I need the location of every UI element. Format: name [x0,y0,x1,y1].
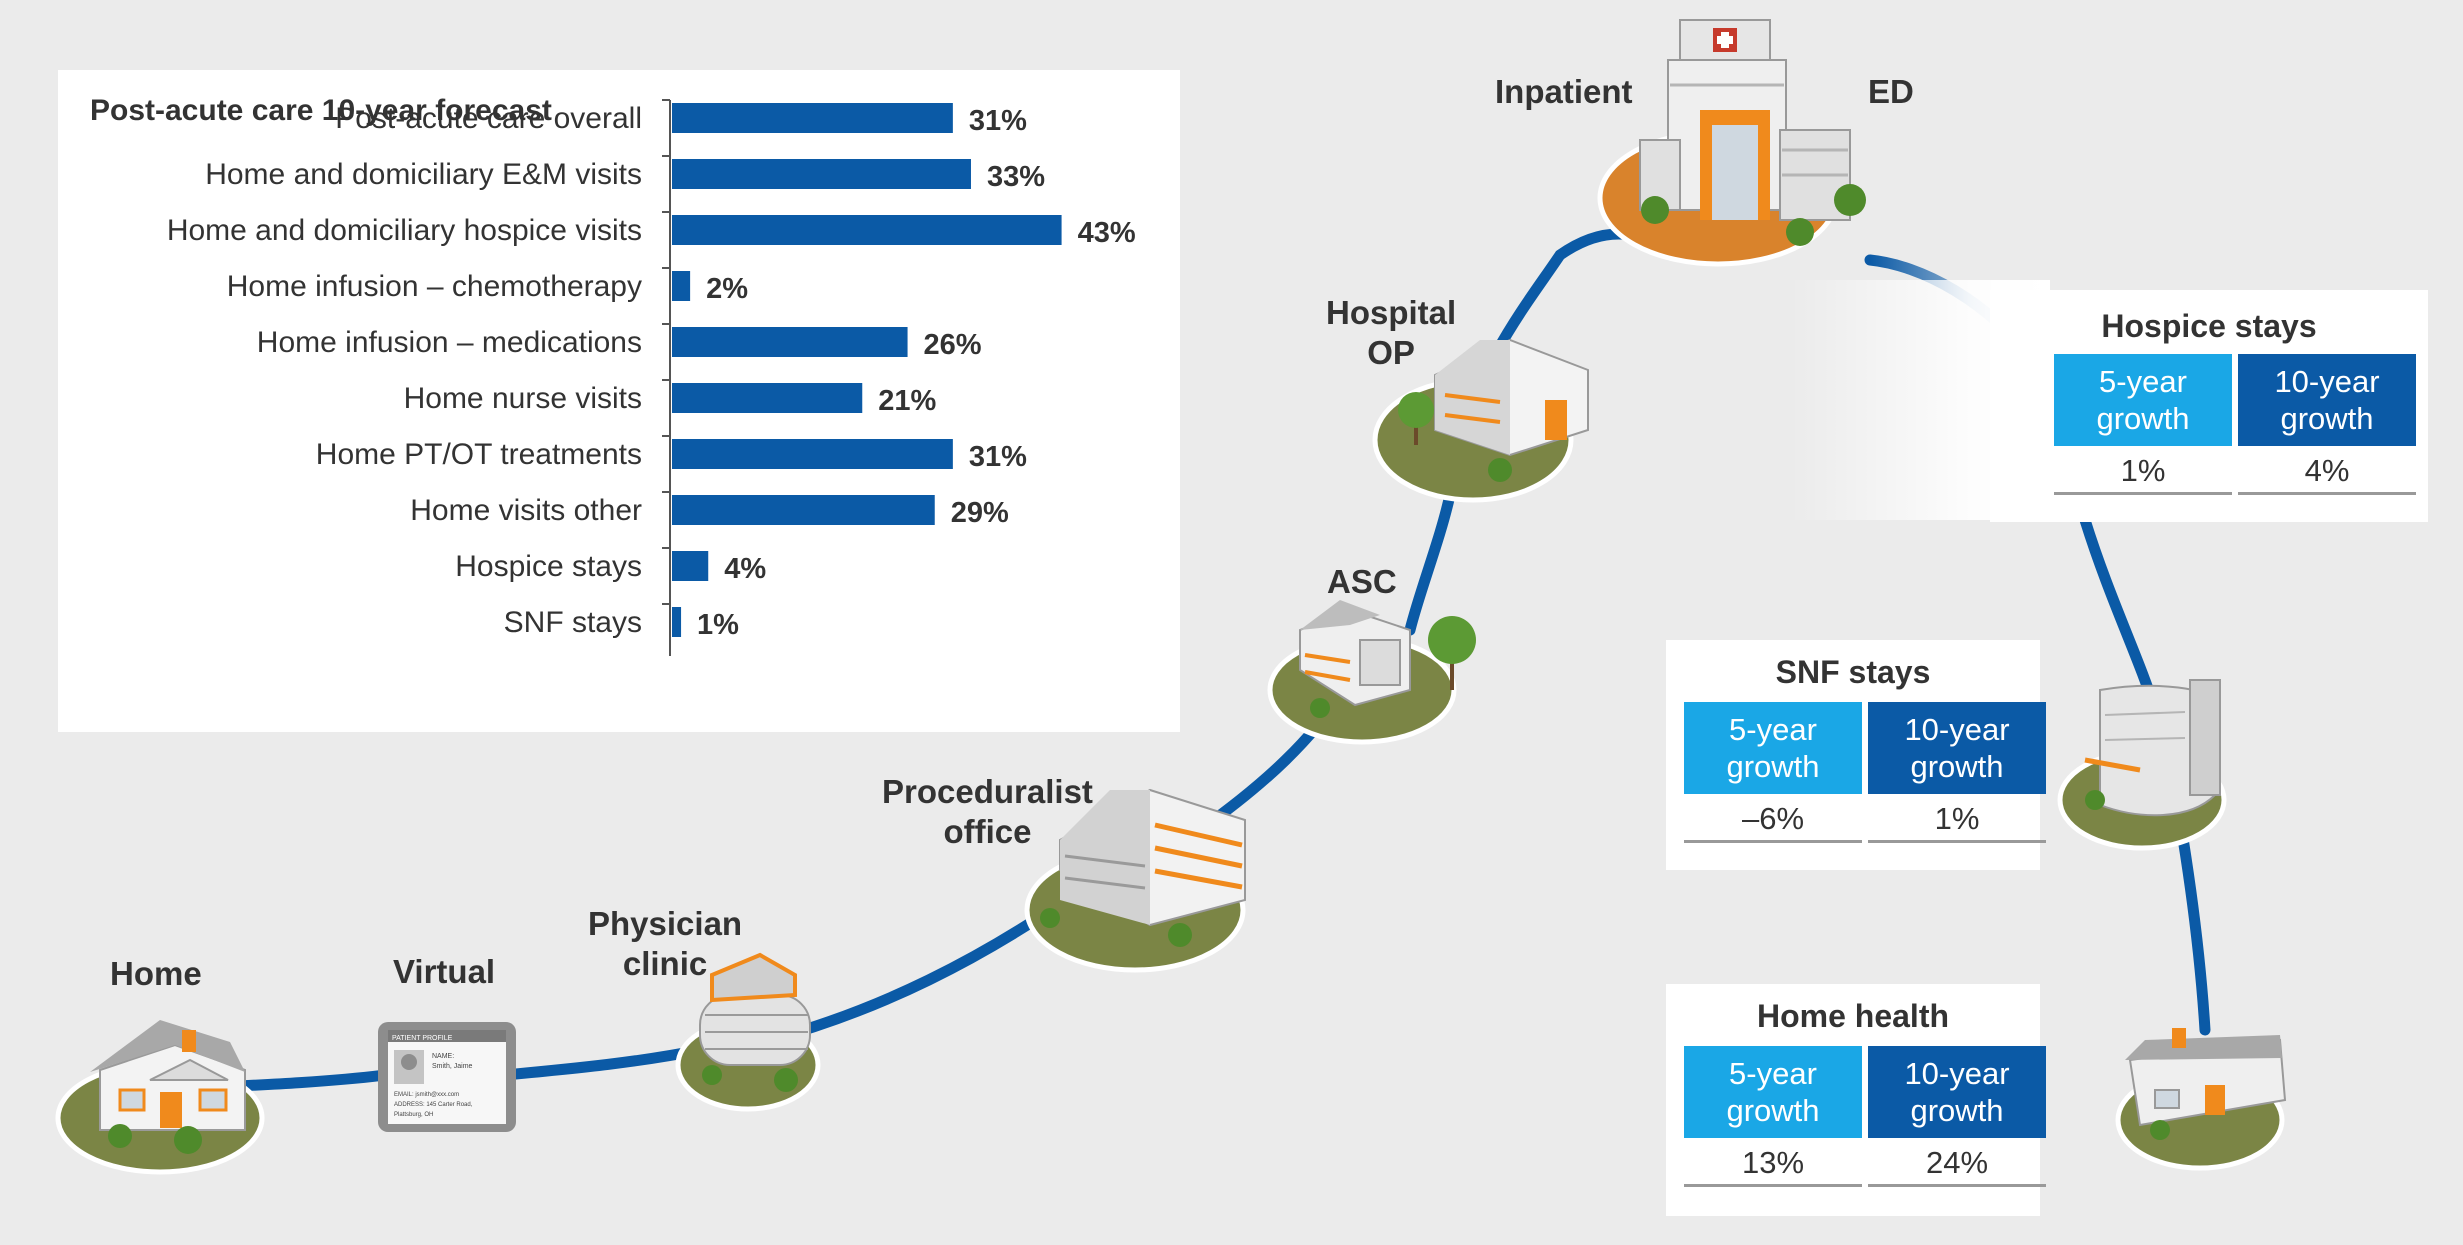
home-health-house-icon [2125,1028,2287,1140]
data-label: 43% [1078,217,1136,249]
tablet-address: ADDRESS: 145 Carter Road, [394,1102,473,1108]
bar [672,215,1062,245]
hospital-icon [1639,19,1866,246]
data-label: 26% [924,329,982,361]
hospital-op-site [1372,338,1589,503]
bar [672,607,682,637]
office-building-icon [1040,788,1246,947]
asc-building-icon [1299,600,1476,718]
proceduralist-office-site [1024,788,1246,973]
category-label: Home infusion – medications [257,326,642,359]
data-label: 29% [951,497,1009,529]
site-label-physician-clinic: Physician clinic [588,905,743,982]
tablet-city: Plattsburg, OH [394,1112,433,1118]
tablet-header: PATIENT PROFILE [392,1035,453,1042]
site-label-home: Home [110,955,202,992]
bar [672,103,953,133]
category-label: SNF stays [504,606,642,639]
forecast-bar-chart: Post-acute care overall 31% Home and domic… [167,99,1136,656]
category-label: Post-acute care overall [335,102,642,135]
ten-year-growth-header: 10-year growth [1868,702,2046,794]
category-label: Home and domiciliary hospice visits [167,214,642,247]
data-label: 4% [724,553,766,585]
tablet-name-label: NAME: [432,1053,454,1060]
home-health-site [2115,1028,2287,1171]
forecast-chart-panel: Post-acute care 10-year forecast Post-ac… [58,70,1180,732]
five-year-growth-header: 5-year growth [1684,702,1862,794]
snf-building-icon [2084,679,2221,817]
stat-card-title: SNF stays [1775,654,1931,690]
stat-card-home-health: Home health 5-year growth 10-year growth… [1666,984,2046,1216]
stat-card-snf-stays: SNF stays 5-year growth 10-year growth –… [1666,640,2046,870]
snf-site [2057,679,2227,851]
data-label: 21% [878,385,936,417]
chart-title: Post-acute care 10-year forecast [90,94,552,127]
ten-year-growth-header: 10-year growth [2238,354,2416,446]
ten-year-growth-value: 1% [1868,800,2046,843]
stat-card-title: Home health [1756,998,1950,1034]
bar [672,551,709,581]
bar [672,439,953,469]
bar [672,383,863,413]
tablet-email: EMAIL: jsmith@xxx.com [394,1092,459,1098]
data-label: 2% [706,273,748,305]
site-label-proceduralist-office: Proceduralist office [882,773,1093,850]
five-year-growth-header: 5-year growth [1684,1046,1862,1138]
category-label: Home nurse visits [404,382,642,415]
stat-card-title: Hospice stays [2101,308,2317,344]
data-label: 33% [987,161,1045,193]
five-year-growth-value: –6% [1684,800,1862,843]
bar [672,327,908,357]
site-label-ed: ED [1868,73,1914,110]
five-year-growth-value: 13% [1684,1144,1862,1187]
ten-year-growth-value: 4% [2238,452,2416,495]
bar [672,159,971,189]
inpatient-ed-site [1597,19,1866,267]
asc-site [1267,600,1476,745]
data-label: 1% [697,609,739,641]
site-label-inpatient: Inpatient [1495,73,1633,110]
tablet-name-value: Smith, Jaime [432,1063,473,1070]
five-year-growth-value: 1% [2054,452,2232,495]
category-label: Hospice stays [455,550,642,583]
data-label: 31% [969,441,1027,473]
house-icon [90,1020,246,1154]
hospital-op-building-icon [1398,338,1589,482]
data-label: 31% [969,105,1027,137]
category-label: Home visits other [410,494,642,527]
tablet-profile-icon: PATIENT PROFILE NAME: Smith, Jaime EMAIL… [378,1022,516,1132]
five-year-growth-header: 5-year growth [2054,354,2232,446]
category-label: Home PT/OT treatments [316,438,642,471]
bar [672,495,935,525]
home-site [55,1020,265,1175]
site-label-asc: ASC [1327,563,1397,600]
ten-year-growth-value: 24% [1868,1144,2046,1187]
site-label-hospital-op: Hospital OP [1326,294,1457,371]
physician-clinic-site [675,952,821,1112]
ten-year-growth-header: 10-year growth [1868,1046,2046,1138]
bar [672,271,691,301]
clinic-building-icon [699,952,811,1092]
stat-card-hospice-stays: Hospice stays 5-year growth 10-year grow… [1990,290,2428,522]
category-label: Home and domiciliary E&M visits [205,158,642,191]
virtual-site: PATIENT PROFILE NAME: Smith, Jaime EMAIL… [378,1022,516,1132]
site-label-virtual: Virtual [393,953,496,990]
category-label: Home infusion – chemotherapy [227,270,642,303]
